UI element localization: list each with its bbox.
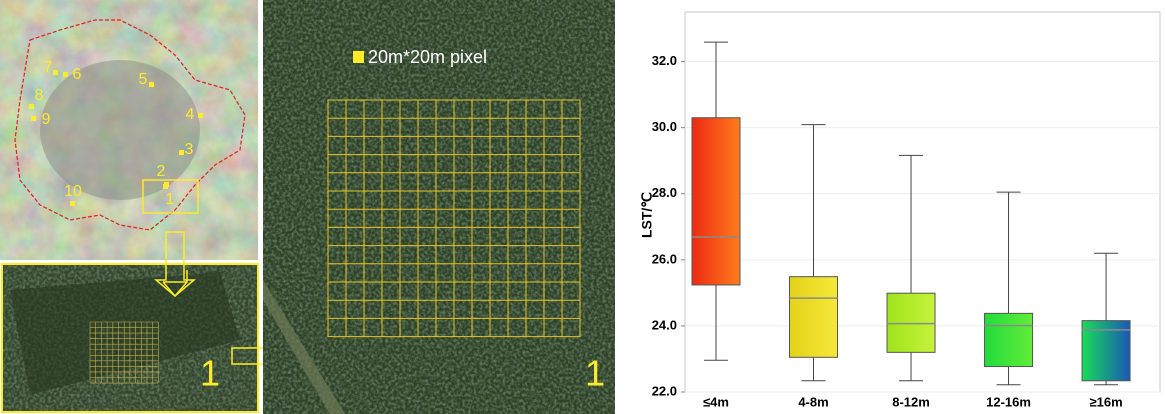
- site-marker: [164, 182, 169, 187]
- site-label: 8: [35, 87, 44, 104]
- y-tick-label: 28.0: [652, 185, 677, 200]
- box: [886, 292, 936, 353]
- y-axis-label: LST/℃: [639, 192, 655, 238]
- site-label: 10: [64, 183, 82, 200]
- panel-label: 1: [585, 353, 605, 394]
- box: [789, 276, 839, 358]
- box: [691, 117, 741, 286]
- site-label: 6: [73, 66, 82, 83]
- site-marker: [179, 150, 184, 155]
- x-tick-label: ≤4m: [703, 394, 729, 409]
- box: [984, 312, 1034, 368]
- y-tick-label: 22.0: [652, 383, 677, 398]
- arrow-down: [153, 231, 197, 297]
- site-marker: [53, 70, 58, 75]
- site-label: 4: [186, 106, 195, 123]
- panel-label: 1: [200, 353, 220, 394]
- city-map: [0, 0, 258, 260]
- site-label: 7: [44, 59, 53, 76]
- y-tick-label: 24.0: [652, 317, 677, 332]
- site-label: 3: [185, 141, 194, 158]
- site-label: 1: [166, 191, 175, 208]
- pixel-legend: 20m*20m pixel: [368, 47, 487, 67]
- site-marker: [198, 113, 203, 118]
- site-marker: [70, 201, 75, 206]
- site-marker: [63, 72, 68, 77]
- site-marker: [149, 82, 154, 87]
- x-tick-label: 4-8m: [798, 394, 828, 409]
- site-detail: [263, 0, 615, 414]
- x-tick-label: 8-12m: [892, 394, 930, 409]
- y-tick-label: 26.0: [652, 251, 677, 266]
- site-marker: [31, 116, 36, 121]
- site-marker: [29, 104, 34, 109]
- site-label: 2: [157, 163, 166, 180]
- site-label: 5: [139, 71, 148, 88]
- y-tick-label: 30.0: [652, 119, 677, 134]
- box: [1081, 320, 1131, 382]
- x-tick-label: 12-16m: [986, 394, 1031, 409]
- site-label: 9: [42, 111, 51, 128]
- site-overview: [1, 263, 259, 413]
- y-tick-label: 32.0: [652, 53, 677, 68]
- x-tick-label: ≥16m: [1089, 394, 1122, 409]
